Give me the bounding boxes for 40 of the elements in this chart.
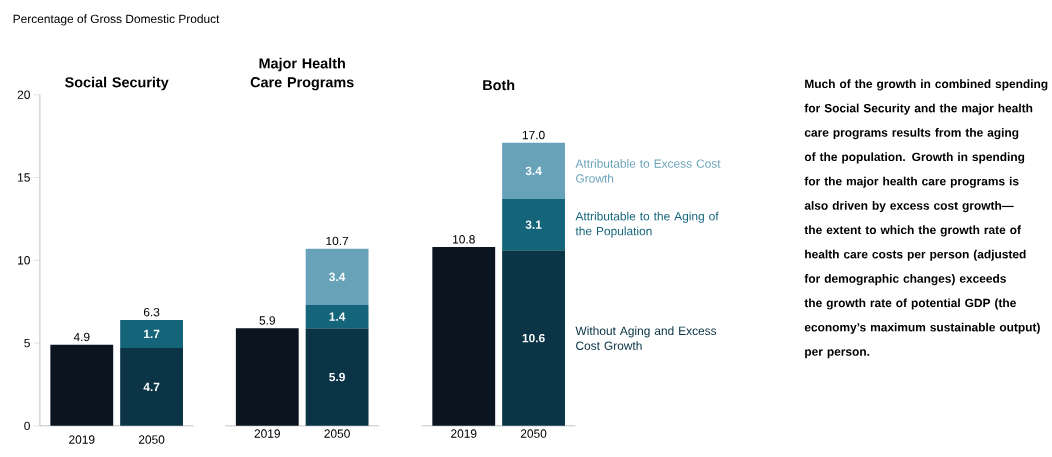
y-tick-label: 5 <box>24 339 30 348</box>
x-tick-label: 2019 <box>69 435 95 444</box>
total-label: 4.9 <box>73 332 90 342</box>
chart-title: Social Security <box>65 76 169 91</box>
x-tick-label: 2019 <box>451 429 477 438</box>
bar <box>502 250 565 426</box>
total-label: 6.3 <box>143 308 160 317</box>
data-label: 3.4 <box>525 166 542 176</box>
text: Much of the growth in combined spending for Social Security and the major health care programs results from the aging of the population. Growth in spending for the major health care programs is also driven by excess cost growth—the extent to which the growth rate of health care costs per person (adjusted for demographic changes) exceeds the growth rate of potential GDP (the economy’s maximum sustainable output) per person. <box>804 79 1048 359</box>
x-tick-label: 2050 <box>520 429 547 438</box>
bar <box>432 247 496 426</box>
bar <box>120 348 184 426</box>
total-label: 10.8 <box>453 235 475 244</box>
data-label: 3.4 <box>329 272 346 282</box>
series-label: Attributable to the Aging of the Population <box>575 211 719 238</box>
bar <box>502 142 565 200</box>
series-label: Attributable to Excess Cost Growth <box>575 159 721 183</box>
x-tick-label: 2050 <box>138 435 165 444</box>
x-tick-label: 2050 <box>324 429 350 438</box>
series-label: Without Aging and Excess Cost Growth <box>575 326 717 351</box>
y-tick-label: 0 <box>24 421 30 431</box>
data-label: 1.7 <box>144 329 160 339</box>
total-label: 17.0 <box>522 130 545 140</box>
bar <box>502 199 565 251</box>
data-label: 5.9 <box>329 372 345 382</box>
total-label: 5.9 <box>259 316 275 325</box>
chart-title: Both <box>483 79 515 91</box>
data-label: 10.6 <box>522 334 545 343</box>
data-label: 1.4 <box>329 312 346 321</box>
y-tick-label: 20 <box>17 90 30 100</box>
data-label: 4.7 <box>143 382 160 392</box>
x-tick-label: 2019 <box>254 429 280 438</box>
bar <box>120 320 184 349</box>
y-tick-label: 15 <box>18 173 30 182</box>
y-axis-title: Percentage of Gross Domestic Product <box>13 14 220 26</box>
chart-title: Major Health Care Programs <box>250 57 354 91</box>
bar <box>50 344 114 426</box>
data-label: 3.1 <box>525 220 542 230</box>
total-label: 10.7 <box>326 236 349 246</box>
y-tick-label: 10 <box>18 256 30 265</box>
